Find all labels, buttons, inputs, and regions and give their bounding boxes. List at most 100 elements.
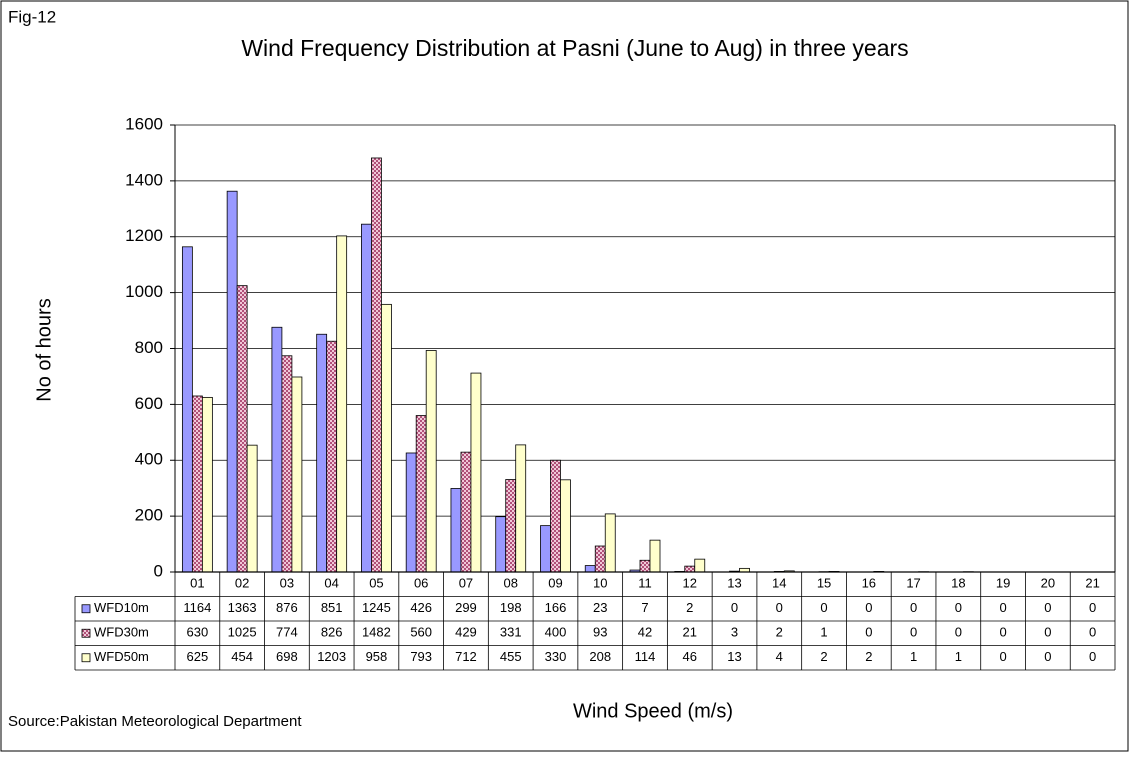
table-cell: 21 — [683, 625, 697, 640]
table-cell: 2 — [820, 649, 827, 664]
bar — [361, 224, 371, 572]
table-cell: 3 — [731, 625, 738, 640]
x-tick-label: 03 — [280, 576, 294, 591]
table-cell: 1 — [955, 649, 962, 664]
x-tick-label: 20 — [1041, 576, 1055, 591]
table-cell: 0 — [1044, 649, 1051, 664]
table-cell: 331 — [500, 625, 522, 640]
x-tick-label: 04 — [324, 576, 338, 591]
table-cell: 0 — [1089, 625, 1096, 640]
table-cell: 0 — [910, 625, 917, 640]
bar — [227, 191, 237, 572]
table-cell: 2 — [686, 600, 693, 615]
table-cell: 46 — [683, 649, 697, 664]
table-cell: 4 — [776, 649, 783, 664]
table-cell: 2 — [776, 625, 783, 640]
bar — [550, 460, 560, 572]
bar — [337, 236, 347, 572]
table-cell: 93 — [593, 625, 607, 640]
bar — [237, 286, 247, 572]
bar — [192, 396, 202, 572]
table-cell: 0 — [955, 625, 962, 640]
x-tick-label: 21 — [1085, 576, 1099, 591]
table-cell: 299 — [455, 600, 477, 615]
table-cell: 0 — [955, 600, 962, 615]
x-tick-label: 05 — [369, 576, 383, 591]
table-cell: 774 — [276, 625, 298, 640]
table-cell: 1245 — [362, 600, 391, 615]
table-cell: 876 — [276, 600, 298, 615]
table-cell: 13 — [727, 649, 741, 664]
table-cell: 0 — [865, 625, 872, 640]
y-tick-label: 1400 — [125, 170, 163, 189]
table-cell: 0 — [820, 600, 827, 615]
table-cell: 851 — [321, 600, 343, 615]
bar — [595, 546, 605, 572]
legend-swatch — [82, 654, 90, 662]
legend-label: WFD30m — [94, 625, 149, 640]
source: Source:Pakistan Meteorological Departmen… — [8, 713, 302, 730]
y-tick-label: 1000 — [125, 282, 163, 301]
x-tick-label: 10 — [593, 576, 607, 591]
bar — [292, 377, 302, 572]
bar — [381, 304, 391, 572]
bar — [202, 397, 212, 572]
table-cell: 0 — [776, 600, 783, 615]
legend-label: WFD50m — [94, 649, 149, 664]
x-tick-label: 19 — [996, 576, 1010, 591]
table-cell: 698 — [276, 649, 298, 664]
table-cell: 793 — [410, 649, 432, 664]
bar — [272, 327, 282, 572]
bar — [695, 559, 705, 572]
bar — [327, 341, 337, 572]
x-tick-label: 02 — [235, 576, 249, 591]
x-tick-label: 15 — [817, 576, 831, 591]
bar — [247, 445, 257, 572]
table-cell: 0 — [999, 625, 1006, 640]
x-tick-label: 07 — [459, 576, 473, 591]
table-cell: 625 — [187, 649, 209, 664]
bar — [317, 334, 327, 572]
y-tick-label: 200 — [135, 506, 163, 525]
table-cell: 0 — [1044, 625, 1051, 640]
table-cell: 208 — [589, 649, 611, 664]
table-cell: 454 — [231, 649, 253, 664]
x-tick-label: 12 — [683, 576, 697, 591]
table-cell: 330 — [545, 649, 567, 664]
table-cell: 1203 — [317, 649, 346, 664]
bar — [540, 526, 550, 572]
table-cell: 1482 — [362, 625, 391, 640]
x-axis-title: Wind Speed (m/s) — [573, 700, 733, 722]
table-cell: 2 — [865, 649, 872, 664]
table-cell: 0 — [999, 649, 1006, 664]
x-tick-label: 18 — [951, 576, 965, 591]
bar — [516, 445, 526, 572]
x-tick-label: 14 — [772, 576, 786, 591]
chart-title: Wind Frequency Distribution at Pasni (Ju… — [241, 35, 908, 61]
table-cell: 1025 — [228, 625, 257, 640]
table-cell: 1 — [820, 625, 827, 640]
bar — [406, 453, 416, 572]
bar — [496, 517, 506, 572]
y-tick-label: 0 — [154, 561, 163, 580]
legend-swatch — [82, 629, 90, 637]
y-tick-label: 1600 — [125, 114, 163, 133]
x-tick-label: 11 — [638, 576, 652, 591]
table-cell: 7 — [641, 600, 648, 615]
table-cell: 114 — [635, 649, 656, 664]
y-tick-label: 1200 — [125, 226, 163, 245]
table-cell: 0 — [1044, 600, 1051, 615]
y-tick-label: 400 — [135, 450, 163, 469]
bar — [650, 540, 660, 572]
table-cell: 42 — [638, 625, 652, 640]
y-tick-label: 800 — [135, 338, 163, 357]
x-tick-label: 16 — [862, 576, 876, 591]
bar — [182, 247, 192, 572]
x-tick-label: 13 — [727, 576, 741, 591]
table-cell: 23 — [593, 600, 607, 615]
bar — [426, 350, 436, 572]
y-tick-label: 600 — [135, 394, 163, 413]
x-tick-label: 09 — [548, 576, 562, 591]
x-tick-label: 17 — [906, 576, 920, 591]
